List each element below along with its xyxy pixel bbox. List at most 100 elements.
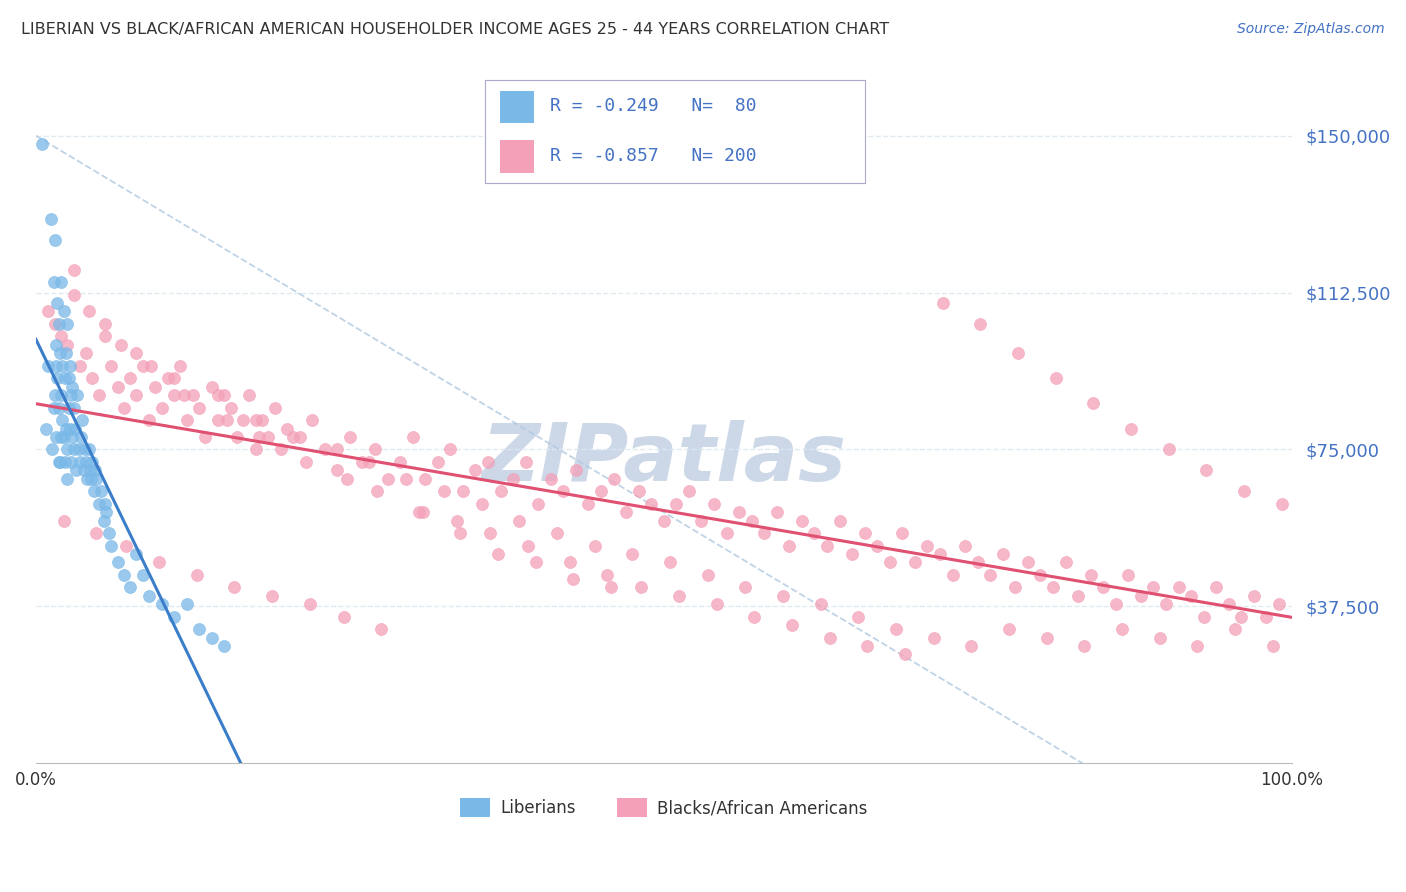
- Text: Source: ZipAtlas.com: Source: ZipAtlas.com: [1237, 22, 1385, 37]
- Point: [703, 497, 725, 511]
- Point: [815, 539, 838, 553]
- Point: [283, 430, 305, 444]
- Point: [828, 514, 851, 528]
- Point: [100, 539, 122, 553]
- Point: [156, 371, 179, 385]
- Point: [1149, 631, 1171, 645]
- Point: [31, 137, 53, 152]
- Point: [48, 317, 70, 331]
- Point: [60, 380, 83, 394]
- Point: [176, 597, 198, 611]
- Point: [377, 472, 399, 486]
- Point: [62, 262, 84, 277]
- Point: [1017, 555, 1039, 569]
- Point: [339, 430, 361, 444]
- Point: [87, 388, 110, 402]
- Point: [1268, 597, 1291, 611]
- Point: [72, 463, 94, 477]
- Point: [364, 442, 387, 457]
- Point: [112, 401, 135, 415]
- Point: [841, 547, 863, 561]
- Point: [215, 413, 238, 427]
- Point: [665, 497, 688, 511]
- Point: [366, 484, 388, 499]
- Point: [141, 359, 163, 373]
- Point: [866, 539, 889, 553]
- Point: [1167, 581, 1189, 595]
- Point: [540, 472, 562, 486]
- Point: [395, 472, 418, 486]
- Point: [979, 568, 1001, 582]
- Point: [125, 547, 148, 561]
- Point: [446, 514, 468, 528]
- Point: [84, 463, 107, 477]
- Point: [706, 597, 728, 611]
- Point: [527, 497, 550, 511]
- Point: [1105, 597, 1128, 611]
- Point: [716, 526, 738, 541]
- Point: [960, 639, 983, 653]
- Point: [238, 388, 260, 402]
- Point: [433, 484, 456, 499]
- Point: [150, 401, 173, 415]
- Point: [1054, 555, 1077, 569]
- Point: [1119, 421, 1142, 435]
- Point: [46, 371, 69, 385]
- Point: [186, 568, 208, 582]
- Point: [742, 609, 765, 624]
- Point: [51, 413, 73, 427]
- Point: [508, 514, 530, 528]
- Point: [60, 430, 83, 444]
- Point: [181, 388, 204, 402]
- Point: [332, 609, 354, 624]
- Point: [1195, 463, 1218, 477]
- Point: [115, 539, 138, 553]
- Point: [75, 346, 97, 360]
- Point: [49, 388, 72, 402]
- Point: [49, 329, 72, 343]
- Point: [214, 639, 236, 653]
- Point: [1154, 597, 1177, 611]
- Point: [578, 497, 600, 511]
- Point: [696, 568, 718, 582]
- Point: [678, 484, 700, 499]
- Point: [225, 430, 247, 444]
- Point: [138, 413, 160, 427]
- Point: [84, 526, 107, 541]
- Point: [96, 505, 118, 519]
- Point: [75, 455, 97, 469]
- Point: [966, 555, 988, 569]
- Point: [464, 463, 486, 477]
- Point: [602, 472, 624, 486]
- Point: [110, 338, 132, 352]
- Point: [614, 505, 637, 519]
- Point: [148, 555, 170, 569]
- Point: [894, 648, 917, 662]
- Point: [479, 526, 502, 541]
- Point: [818, 631, 841, 645]
- Point: [904, 555, 927, 569]
- Point: [780, 618, 803, 632]
- Point: [772, 589, 794, 603]
- Point: [100, 359, 122, 373]
- Point: [53, 371, 76, 385]
- Point: [59, 421, 82, 435]
- Point: [546, 526, 568, 541]
- Point: [232, 413, 254, 427]
- Point: [56, 317, 79, 331]
- Point: [1111, 622, 1133, 636]
- Point: [596, 568, 619, 582]
- Point: [245, 442, 267, 457]
- Point: [917, 539, 939, 553]
- Point: [163, 609, 186, 624]
- Point: [46, 296, 69, 310]
- Point: [58, 401, 80, 415]
- Point: [63, 421, 86, 435]
- Point: [583, 539, 606, 553]
- Point: [489, 484, 512, 499]
- Point: [41, 442, 63, 457]
- Point: [562, 572, 585, 586]
- Point: [55, 421, 77, 435]
- Point: [65, 463, 87, 477]
- Point: [201, 380, 224, 394]
